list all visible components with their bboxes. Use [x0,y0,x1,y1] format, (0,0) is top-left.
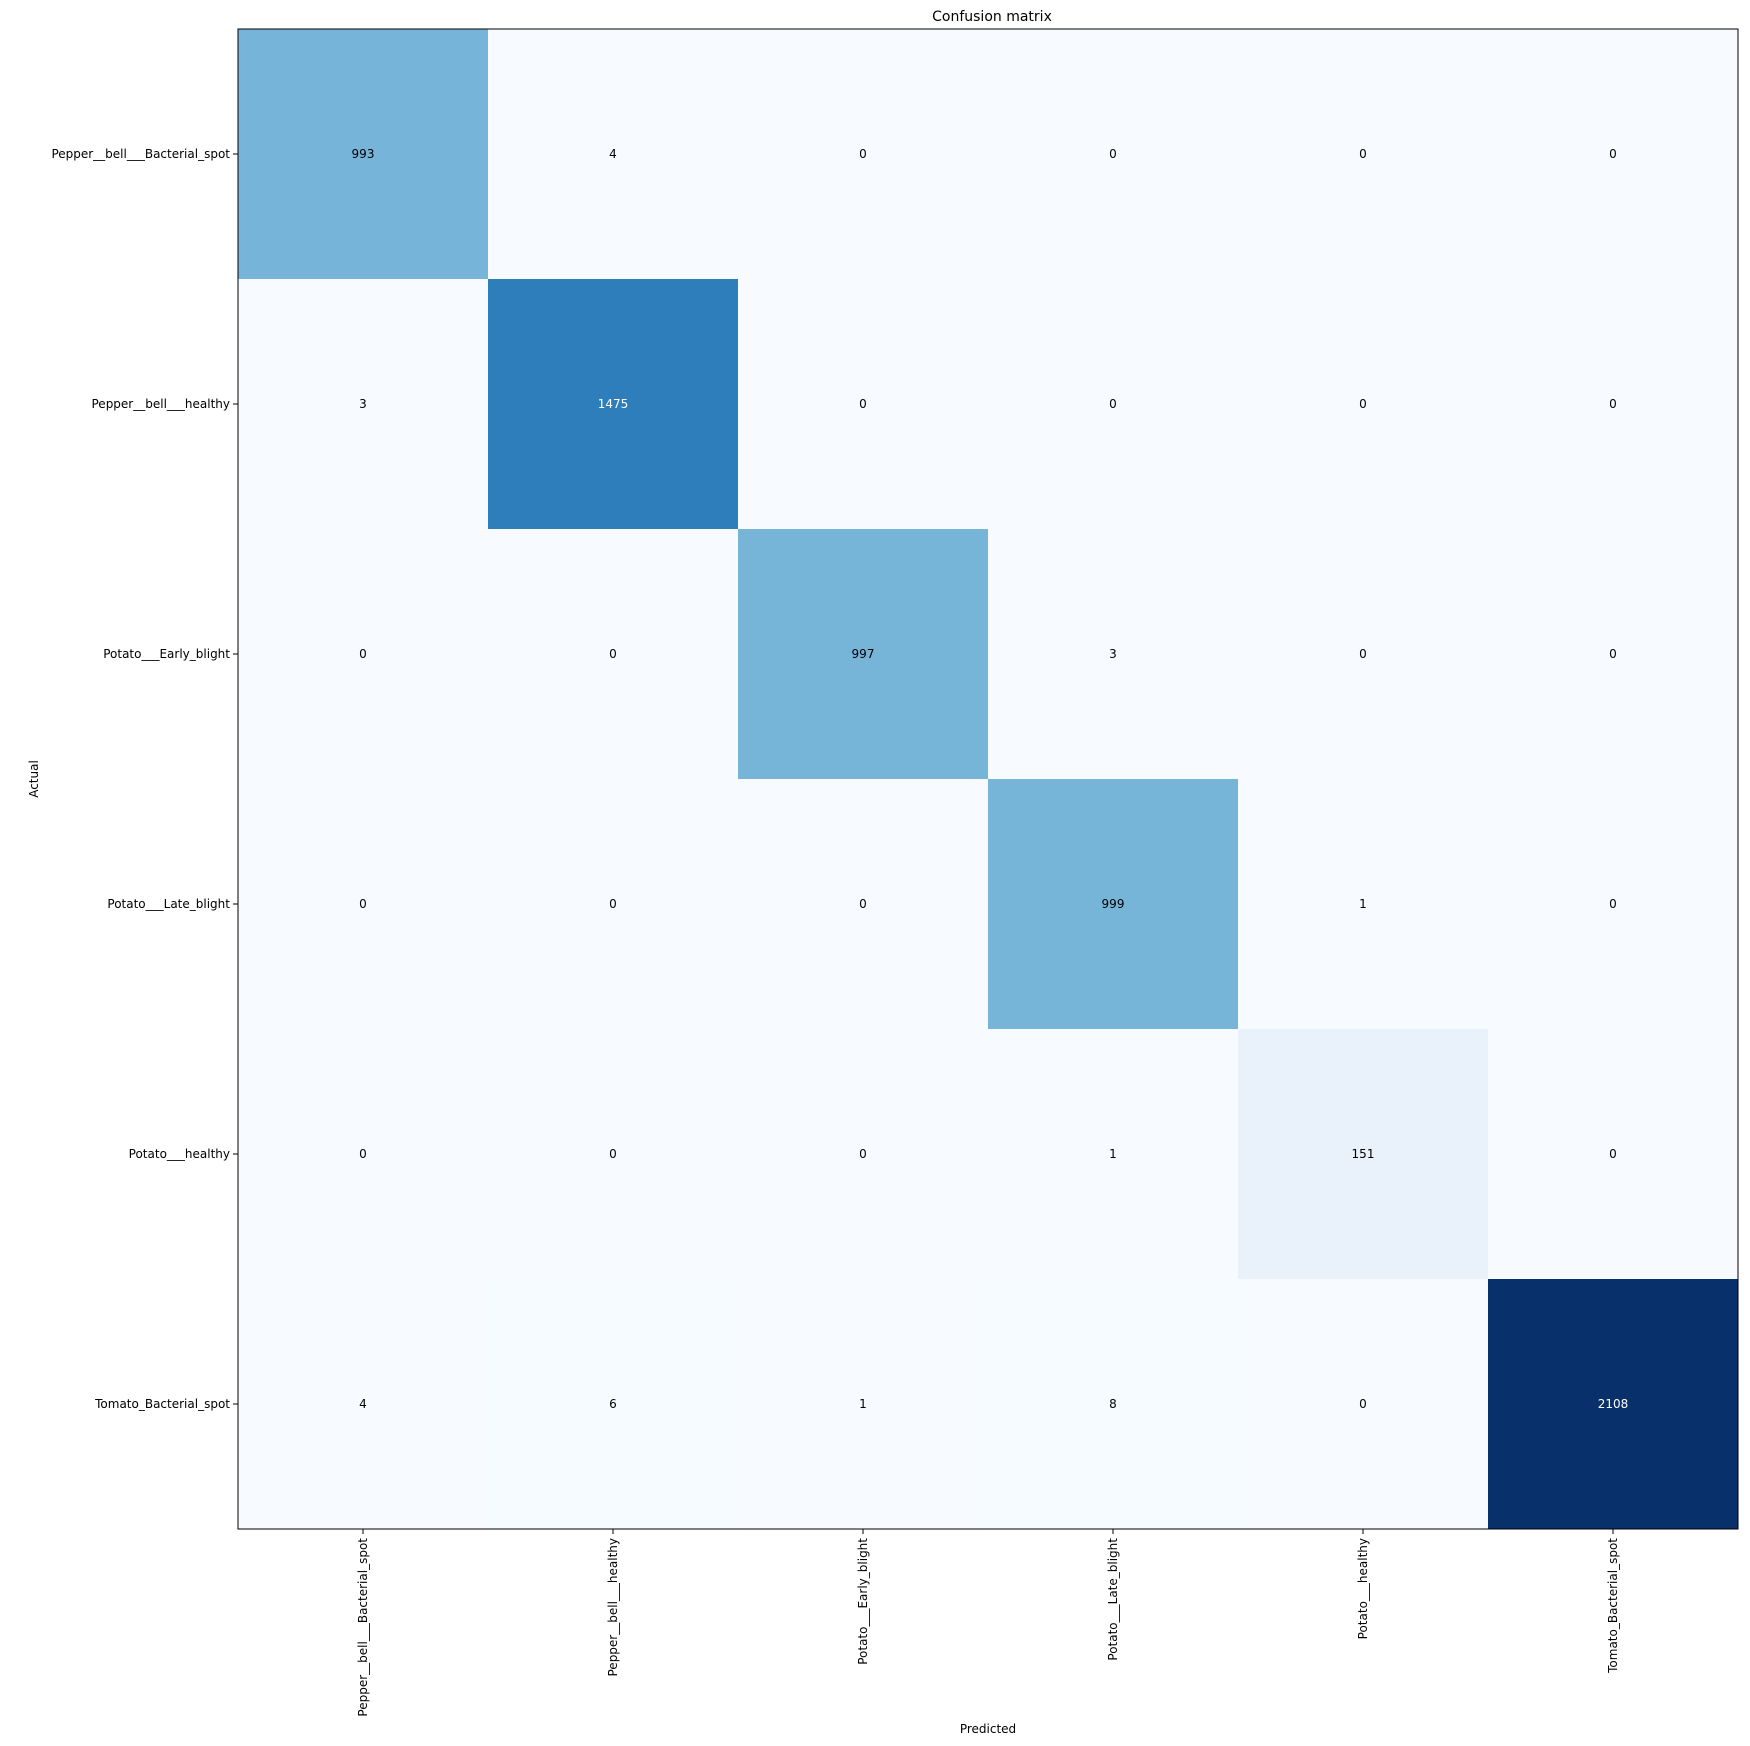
cell-value-label: 6 [609,1397,617,1411]
y-tick-label: Tomato_Bacterial_spot [94,1397,230,1411]
heatmap-cell [1488,1279,1739,1530]
plot-frame [237,28,1739,1530]
heatmap-cell [1238,1279,1489,1530]
heatmap-cell [738,29,989,280]
y-tick-label: Potato___Late_blight [107,897,230,911]
heatmap-cell [488,1279,739,1530]
x-tick-label: Pepper__bell___Bacterial_spot [356,1538,370,1717]
cell-value-label: 3 [359,397,367,411]
heatmap-cell [988,1279,1239,1530]
cell-value-label: 0 [1609,897,1617,911]
cell-value-label: 0 [1109,397,1117,411]
cell-value-label: 0 [609,1147,617,1161]
cell-value-label: 1 [1359,897,1367,911]
heatmap-cell [238,1279,489,1530]
heatmap-cell [238,1029,489,1280]
cell-value-label: 1 [1109,1147,1117,1161]
x-tick-label: Tomato_Bacterial_spot [1606,1538,1620,1674]
heatmap-cell [488,29,739,280]
x-axis-label: Predicted [960,1722,1016,1736]
cell-value-label: 0 [1359,397,1367,411]
heatmap-cell [988,529,1239,780]
cell-value-label: 0 [1359,147,1367,161]
heatmap-cell [988,1029,1239,1280]
cell-value-label: 0 [609,897,617,911]
heatmap-cell [988,279,1239,530]
cell-value-label: 0 [609,647,617,661]
cell-value-label: 0 [1609,647,1617,661]
cell-value-label: 0 [359,897,367,911]
cell-value-label: 0 [1609,1147,1617,1161]
x-tick-label: Pepper__bell___healthy [606,1538,620,1677]
heatmap-cell [1238,279,1489,530]
cell-value-label: 0 [1609,397,1617,411]
heatmap-cell [488,1029,739,1280]
cell-value-label: 2108 [1598,1397,1629,1411]
cell-value-label: 3 [1109,647,1117,661]
cell-value-label: 0 [359,1147,367,1161]
heatmap-cell [738,1279,989,1530]
cell-value-label: 0 [1109,147,1117,161]
heatmap-cell [738,1029,989,1280]
x-tick-label: Potato___Late_blight [1106,1538,1120,1661]
y-tick-label: Potato___Early_blight [103,647,230,661]
cell-values: 993 4 0 0 0 0 3 1475 0 0 0 0 0 0 997 3 0 0 0 0 0 999 1 0 0 0 0 1 151… [352,147,1629,1411]
y-tick-label: Pepper__bell___healthy [92,397,231,411]
cell-value-label: 0 [359,647,367,661]
heatmap-cell [1488,529,1739,780]
heatmap-cell [1238,1029,1489,1280]
cell-value-label: 8 [1109,1397,1117,1411]
heatmap-cell [488,279,739,530]
cell-value-label: 0 [859,1147,867,1161]
cell-value-label: 0 [859,397,867,411]
cell-value-label: 0 [1359,1397,1367,1411]
heatmap-cell [1488,779,1739,1030]
cell-value-label: 1475 [598,397,629,411]
cell-value-label: 4 [609,147,617,161]
cell-value-label: 1 [859,1397,867,1411]
cell-value-label: 0 [859,897,867,911]
heatmap-cell [488,779,739,1030]
heatmap-cell [738,279,989,530]
y-axis-ticks: Pepper__bell___Bacterial_spot Pepper__bel… [51,147,238,1411]
cell-value-label: 0 [1609,147,1617,161]
heatmap-cell [238,29,489,280]
heatmap-cell [988,29,1239,280]
heatmap-cell [738,779,989,1030]
heatmap-cells [238,29,1739,1530]
heatmap-cell [238,779,489,1030]
cell-value-label: 0 [859,147,867,161]
heatmap-cell [1238,529,1489,780]
cell-value-label: 993 [352,147,375,161]
cell-value-label: 997 [852,647,875,661]
y-axis-label: Actual [27,760,41,798]
heatmap-cell [238,529,489,780]
heatmap-cell [1238,29,1489,280]
cell-value-label: 0 [1359,647,1367,661]
heatmap-cell [1238,779,1489,1030]
chart-title: Confusion matrix [932,9,1052,25]
heatmap-cell [1488,279,1739,530]
x-axis-ticks: Pepper__bell___Bacterial_spot Pepper__bel… [356,1529,1620,1717]
heatmap-cell [488,529,739,780]
x-tick-label: Potato___healthy [1356,1538,1370,1639]
heatmap-cell [1488,1029,1739,1280]
heatmap-cell [238,279,489,530]
heatmap-cell [988,779,1239,1030]
cell-value-label: 4 [359,1397,367,1411]
y-tick-label: Pepper__bell___Bacterial_spot [51,147,230,161]
y-tick-label: Potato___healthy [129,1147,230,1161]
cell-value-label: 999 [1102,897,1125,911]
x-tick-label: Potato___Early_blight [856,1538,870,1665]
cell-value-label: 151 [1352,1147,1375,1161]
heatmap-cell [1488,29,1739,280]
heatmap-cell [738,529,989,780]
